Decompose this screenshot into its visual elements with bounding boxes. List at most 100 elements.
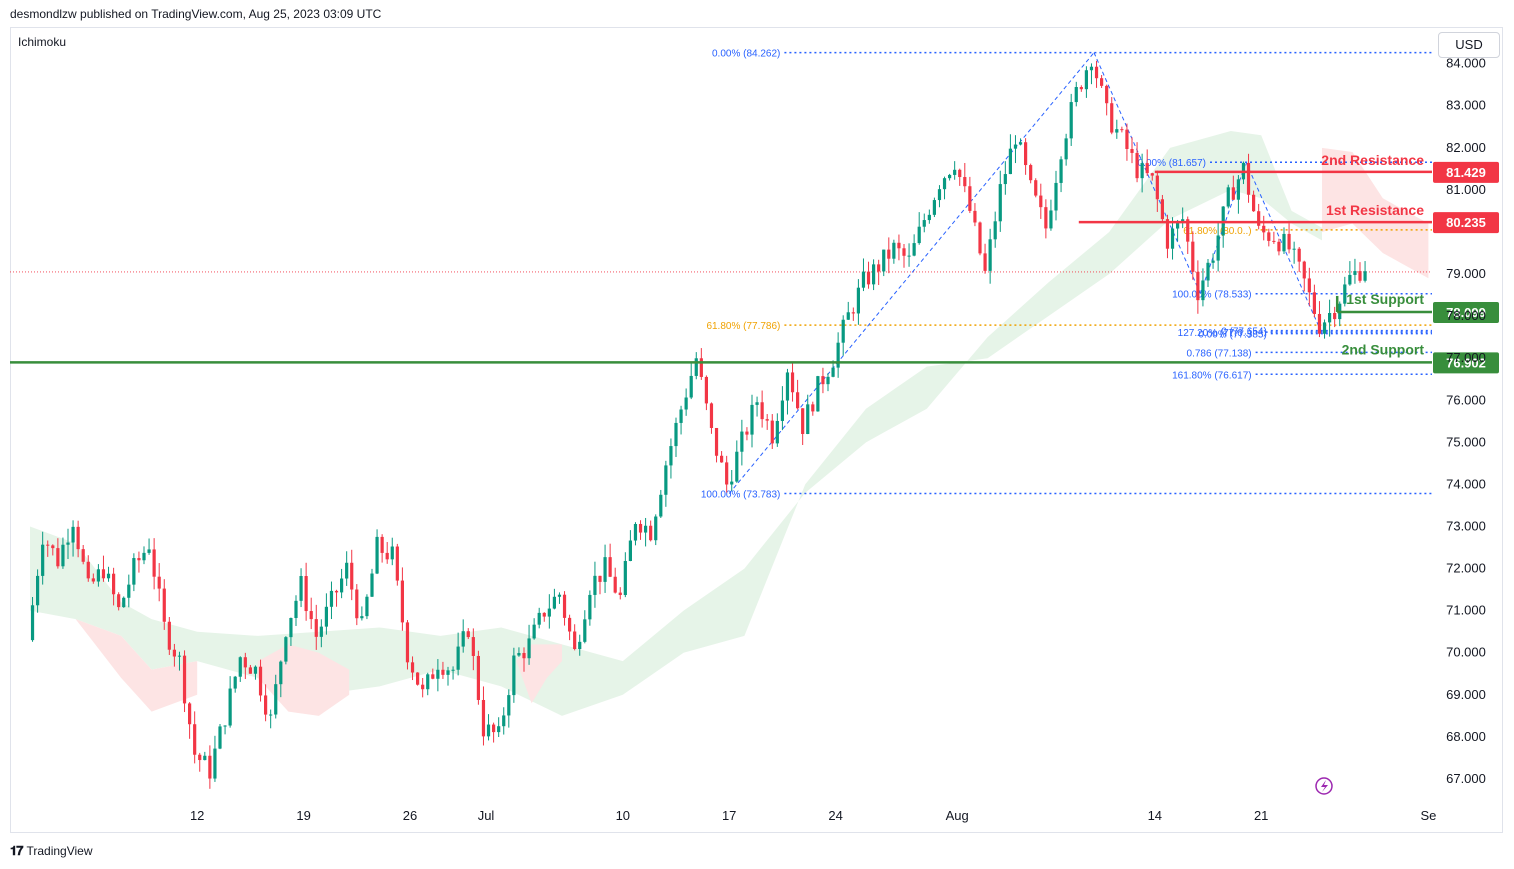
candle-body [1363, 271, 1367, 281]
candle-body [1262, 225, 1266, 233]
candle-body [96, 569, 100, 582]
candle-body [537, 612, 541, 625]
candle-body [750, 404, 754, 435]
candle-body [557, 594, 562, 597]
x-tick-label: Aug [946, 808, 969, 823]
candle-body [638, 523, 643, 533]
currency-selector[interactable]: USD [1438, 32, 1500, 58]
lightning-bolt-icon [1321, 780, 1328, 792]
candle-body [1039, 195, 1043, 208]
fib-label: 61.80% (77.786) [706, 321, 780, 332]
indicator-legend[interactable]: Ichimoku [18, 35, 67, 49]
fib-label: 100.00% (78.533) [1172, 290, 1252, 301]
cloud-green-area [30, 130, 1322, 716]
candle-body [390, 546, 394, 560]
candle-body [198, 754, 202, 761]
y-tick-label: 74.000 [1446, 476, 1486, 491]
candle-body [714, 427, 719, 456]
candle-body [1145, 163, 1149, 174]
candle-body [684, 397, 688, 410]
lightning-icon [1315, 777, 1333, 795]
level-price-label: 78.099 [1446, 305, 1486, 320]
y-tick-label: 78.000 [1446, 308, 1486, 323]
candle-body [623, 560, 627, 596]
candle-body [1297, 248, 1301, 262]
candle-body [446, 670, 450, 675]
candle-body [841, 319, 845, 343]
candle-body [856, 287, 860, 314]
candle-body [613, 576, 617, 593]
candle-body [527, 638, 531, 659]
candle-body [953, 169, 957, 175]
candle-body [355, 589, 359, 619]
candle-body [385, 552, 389, 560]
candle-body [866, 271, 871, 285]
candle-body [314, 619, 318, 637]
candle-body [1115, 129, 1119, 133]
candle-body [101, 569, 106, 579]
candle-body [162, 588, 166, 622]
candle-body [917, 226, 921, 244]
candle-body [132, 558, 136, 585]
candle-body [547, 608, 551, 617]
candle-body [1287, 233, 1291, 250]
candle-body [821, 376, 825, 385]
overlays [1315, 777, 1333, 795]
candle-body [481, 699, 486, 737]
y-tick-label: 84.000 [1446, 56, 1486, 71]
candle-body [289, 617, 293, 638]
candle-body [968, 186, 972, 211]
level-price-tag [1433, 352, 1499, 374]
candle-body [1094, 66, 1099, 79]
y-tick-label: 67.000 [1446, 771, 1486, 786]
candle-body [801, 408, 805, 434]
candle-body [329, 590, 334, 607]
candle-body [471, 637, 475, 656]
level-price-label: 80.235 [1446, 215, 1486, 230]
candle-body [1186, 219, 1190, 242]
candle-body [887, 249, 891, 259]
ichimoku-cloud [30, 130, 1429, 716]
candle-body [927, 214, 931, 221]
candle-body [61, 544, 65, 567]
candle-body [81, 549, 85, 562]
candle-body [416, 672, 420, 685]
candle-body [1110, 103, 1114, 133]
candle-body [253, 666, 258, 674]
x-tick-label: 17 [722, 808, 736, 823]
candle-body [1307, 278, 1311, 293]
cloud-red-area [516, 644, 562, 704]
footer-brand[interactable]: 𝟏𝟕 TradingView [10, 843, 93, 859]
x-tick-label: Jul [478, 808, 495, 823]
candle-body [851, 312, 855, 314]
candle-body [532, 624, 536, 639]
candle-body [745, 431, 749, 435]
candle-body [213, 748, 217, 779]
x-tick-label: 14 [1148, 808, 1162, 823]
candle-body [709, 403, 714, 428]
candle-body [106, 573, 111, 579]
candle-body [978, 222, 982, 254]
candle-body [1277, 241, 1281, 252]
candle-body [1216, 235, 1220, 261]
candle-body [334, 590, 339, 593]
footer-brand-label: TradingView [26, 844, 93, 858]
fib-label: 127.20% (77.6..) [1178, 328, 1252, 339]
candle-body [177, 655, 182, 657]
candle-body [1312, 292, 1316, 314]
candle-body [1328, 313, 1332, 323]
candle-body [1155, 175, 1159, 200]
candle-body [421, 684, 425, 690]
tradingview-logo-icon: 𝟏𝟕 [10, 843, 24, 858]
chart-frame [10, 27, 1503, 833]
candle-body [942, 178, 947, 190]
candle-body [1292, 248, 1296, 250]
candle-body [689, 375, 693, 398]
candle-body [963, 177, 967, 187]
candle-body [861, 271, 866, 288]
candle-body [846, 312, 850, 320]
candle-body [912, 243, 916, 256]
candle-body [395, 546, 399, 581]
swing-line [1093, 52, 1201, 294]
